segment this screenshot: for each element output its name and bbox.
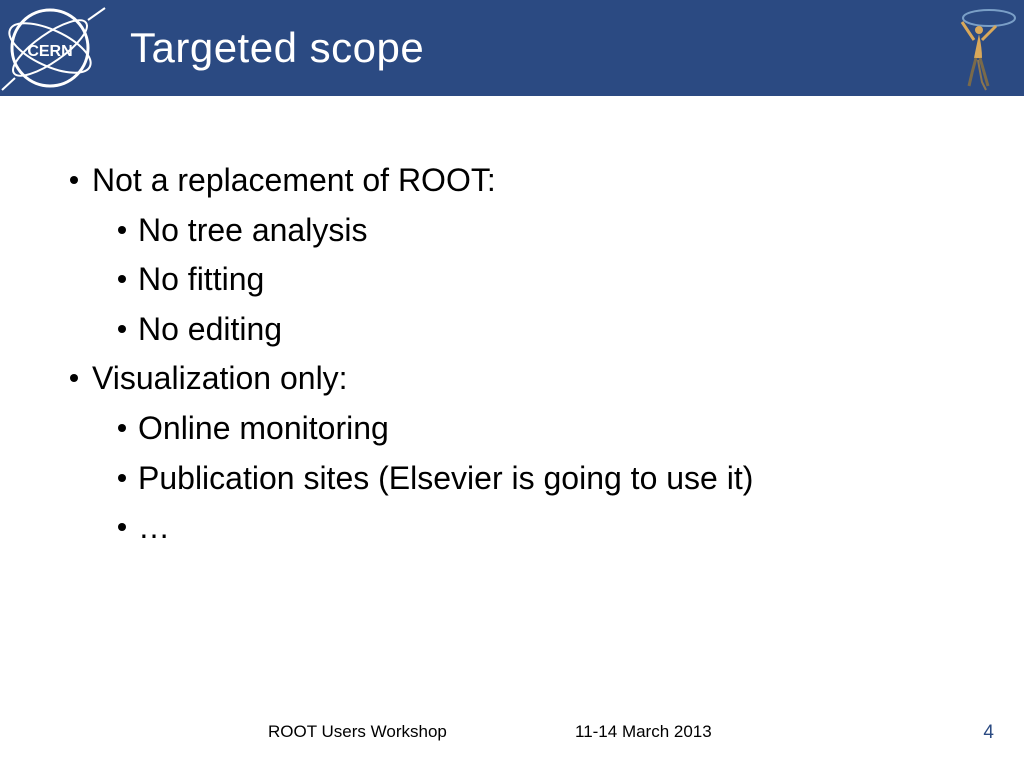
bullet-dot <box>118 424 126 432</box>
bullet-dot <box>118 226 126 234</box>
bullet-dot <box>118 474 126 482</box>
bullet-text: Visualization only: <box>92 354 348 404</box>
footer-event: ROOT Users Workshop <box>268 722 447 742</box>
bullet-dot <box>70 176 78 184</box>
bullet-item: Not a replacement of ROOT: <box>70 156 964 206</box>
bullet-item: No tree analysis <box>118 206 964 256</box>
bullet-text: … <box>138 503 170 553</box>
bullet-dot <box>70 374 78 382</box>
bullet-item: No editing <box>118 305 964 355</box>
bullet-item: … <box>118 503 964 553</box>
bullet-text: No fitting <box>138 255 264 305</box>
bullet-text: No tree analysis <box>138 206 367 256</box>
page-number: 4 <box>983 722 994 744</box>
footer-date: 11-14 March 2013 <box>575 722 712 742</box>
bullet-dot <box>118 275 126 283</box>
bullet-text: Online monitoring <box>138 404 389 454</box>
bullet-dot <box>118 325 126 333</box>
bullet-dot <box>118 523 126 531</box>
bullet-item: Online monitoring <box>118 404 964 454</box>
bullet-text: Not a replacement of ROOT: <box>92 156 496 206</box>
bullet-item: Publication sites (Elsevier is going to … <box>118 454 964 504</box>
slide-body: Not a replacement of ROOT: No tree analy… <box>0 96 1024 553</box>
svg-text:CERN: CERN <box>27 43 72 60</box>
bullet-item: Visualization only: <box>70 354 964 404</box>
bullet-text: Publication sites (Elsevier is going to … <box>138 454 753 504</box>
cern-logo: CERN <box>0 0 110 96</box>
physics-figure-logo <box>934 0 1024 96</box>
slide-title: Targeted scope <box>130 24 424 72</box>
slide-footer: ROOT Users Workshop 11-14 March 2013 4 <box>0 722 1024 750</box>
bullet-item: No fitting <box>118 255 964 305</box>
bullet-text: No editing <box>138 305 282 355</box>
slide-header: CERN Targeted scope <box>0 0 1024 96</box>
